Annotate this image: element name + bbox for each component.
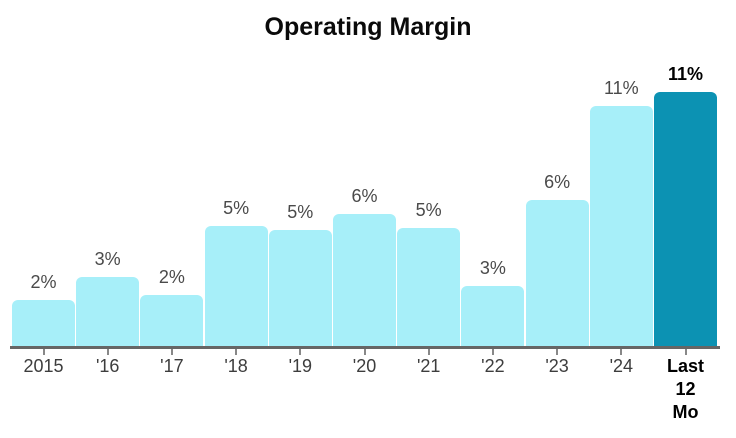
bar-21[interactable] <box>397 228 460 346</box>
bar-value-label-20: 6% <box>351 186 378 206</box>
bar-16[interactable] <box>76 277 139 346</box>
bar-value-label-22: 3% <box>479 258 506 278</box>
x-axis-label-20: '20 <box>352 356 377 376</box>
bar-20[interactable] <box>333 214 396 346</box>
bar-value-label-21: 5% <box>415 200 442 220</box>
bar-value-label-19: 5% <box>287 202 314 222</box>
x-axis-label-24: '24 <box>609 356 634 376</box>
bar-24[interactable] <box>590 106 653 346</box>
bar-value-label-2015: 2% <box>30 272 57 292</box>
bar-value-label-18: 5% <box>223 198 250 218</box>
x-axis-tick <box>42 348 45 355</box>
bar-22[interactable] <box>461 286 524 346</box>
x-axis-tick <box>235 348 238 355</box>
x-axis-tick <box>170 348 173 355</box>
bar-value-label-17: 2% <box>158 267 185 287</box>
x-axis-label-2015: 2015 <box>23 356 64 376</box>
x-axis-tick <box>106 348 109 355</box>
x-axis-tick <box>556 348 559 355</box>
bar-18[interactable] <box>205 226 268 346</box>
bar-19[interactable] <box>269 230 332 346</box>
bar-2015[interactable] <box>12 300 75 346</box>
x-axis-tick <box>684 348 687 355</box>
bar-value-label-23: 6% <box>544 172 571 192</box>
x-axis-label-23: '23 <box>545 356 569 376</box>
chart-title: Operating Margin <box>264 13 472 41</box>
x-axis-label-17: '17 <box>160 356 184 376</box>
bar-last-12-mo[interactable] <box>654 92 717 346</box>
bar-23[interactable] <box>526 200 589 346</box>
x-axis-tick <box>363 348 366 355</box>
x-axis-tick <box>427 348 430 355</box>
x-axis-label-16: '16 <box>95 356 120 376</box>
x-axis-label-19: '19 <box>288 356 313 376</box>
bar-value-label-24: 11% <box>603 78 639 98</box>
x-axis-label-18: '18 <box>224 356 248 376</box>
x-axis-tick <box>491 348 494 355</box>
x-axis-label-22: '22 <box>481 356 505 376</box>
x-axis-tick <box>299 348 302 355</box>
x-axis-label-21: '21 <box>416 356 441 376</box>
x-axis-label-last-12-mo: Last 12 Mo <box>666 356 704 422</box>
bar-value-label-16: 3% <box>94 249 121 269</box>
x-axis-line <box>10 346 720 349</box>
x-axis-tick <box>620 348 623 355</box>
bar-17[interactable] <box>140 295 203 346</box>
bar-value-label-last-12-mo: 11% <box>667 64 704 84</box>
